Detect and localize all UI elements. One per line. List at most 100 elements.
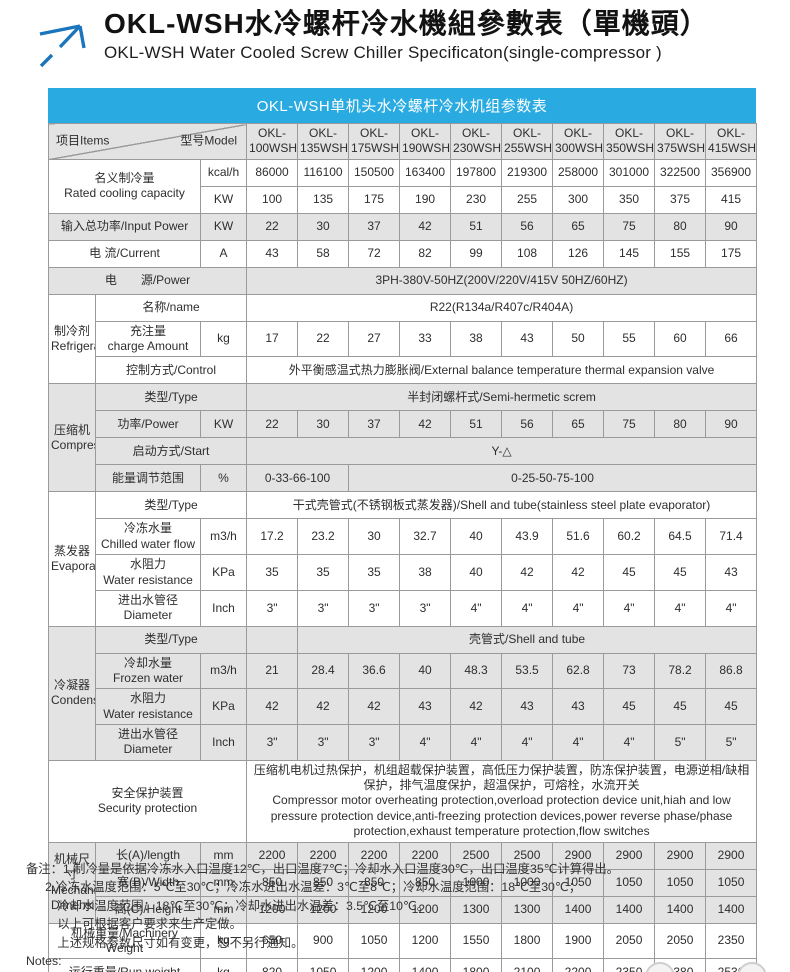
value-cell: 半封闭螺杆式/Semi-hermetic screm [246, 383, 758, 412]
value-cell: 2350 [705, 922, 758, 960]
value-cell: 4" [705, 589, 758, 627]
row-label: 机械重量/Machinery Weight [48, 922, 201, 960]
model-column-header: OKL- 135WSH [297, 123, 350, 160]
unit-label: m3/h [199, 652, 248, 690]
value-cell: 58 [297, 239, 350, 268]
row-label: 高(C)/Height [95, 895, 201, 924]
value-cell: 301000 [603, 158, 656, 187]
value-cell: 50 [552, 320, 605, 358]
value-cell: 850 [246, 868, 299, 897]
value-cell: 45 [603, 554, 656, 591]
corner-header-cell: 项目Items 型号Model [47, 123, 248, 160]
value-cell: R22(R134a/R407c/R404A) [246, 293, 758, 322]
model-column-header: OKL- 255WSH [501, 123, 554, 160]
value-cell: 219300 [501, 158, 554, 187]
unit-label: kg [199, 320, 248, 358]
title-block: OKL-WSH水冷螺杆冷水機組參數表（單機頭） OKL-WSH Water Co… [104, 8, 709, 63]
table-row: 机械重量/Machinery Weight kg 650 900 1050 1200 155… [48, 922, 758, 960]
note-line: 以上可根据客户要求来生产定做。 [26, 917, 242, 932]
row-label: 启动方式/Start [94, 437, 248, 466]
model-column-header: OKL- 415WSH [705, 123, 758, 160]
value-cell: 32.7 [399, 518, 452, 556]
value-cell: 30 [297, 212, 350, 241]
model-column-header: OKL- 175WSH [348, 123, 401, 160]
unit-label: KPa [199, 554, 248, 591]
value-cell: 175 [705, 239, 758, 268]
row-label: 输入总功率/Input Power [48, 212, 201, 241]
value-cell: 42 [552, 554, 605, 591]
value-cell: 86.8 [705, 652, 758, 690]
value-cell: 33 [399, 320, 452, 358]
value-cell: 1050 [348, 922, 401, 960]
value-cell: 23.2 [297, 518, 350, 556]
value-cell: 51 [450, 212, 503, 241]
value-cell: 55 [603, 320, 656, 358]
value-cell: 1400 [399, 958, 452, 972]
value-cell: 3" [246, 589, 299, 627]
value-cell: 4" [603, 724, 656, 761]
spec-table: 项目Items 型号Model OKL- 100WSH OKL- 135WSH OKL-… [47, 123, 758, 972]
model-column-header: OKL- 230WSH [450, 123, 503, 160]
value-cell: 850 [297, 868, 350, 897]
value-cell: 5" [654, 724, 707, 761]
value-cell: 99 [450, 239, 503, 268]
page-header: OKL-WSH水冷螺杆冷水機組參數表（單機頭） OKL-WSH Water Co… [34, 8, 709, 68]
value-cell: 42 [348, 688, 401, 726]
value-cell: 3" [348, 724, 401, 761]
value-cell: 60.2 [603, 518, 656, 556]
value-cell: 30 [297, 410, 350, 439]
table-row: 冷冻水量 Chilled water flow m3/h 17.2 23.2 30 32.… [49, 518, 758, 556]
value-cell: 350 [603, 185, 656, 214]
section-label: 冷凝器 Condenser [48, 625, 96, 761]
value-cell: 压缩机电机过热保护，机组超载保护装置，高低压力保护装置，防冻保护装置，电源逆相/… [246, 759, 758, 843]
value-cell: 1200 [348, 895, 401, 924]
model-column-header: OKL- 190WSH [399, 123, 452, 160]
value-cell: 72 [348, 239, 401, 268]
value-cell: 5" [705, 724, 758, 761]
value-cell: 1200 [246, 895, 299, 924]
note-line: 2.冷冻水温度范围：5℃至30℃；冷冻水进出水温差：3℃至8℃；冷却水温度范围：… [26, 880, 582, 895]
value-cell: 45 [654, 688, 707, 726]
table-row: 进出水管径 Diameter Inch 3" 3" 3" 3" 4" 4" 4" 4" 4" 4" [49, 589, 758, 627]
value-cell: 108 [501, 239, 554, 268]
value-cell: 27 [348, 320, 401, 358]
section-label: 制冷剂 Refrigerant [48, 293, 96, 385]
value-cell: 415 [705, 185, 758, 214]
value-cell: 38 [450, 320, 503, 358]
unit-label: kg [199, 958, 248, 972]
value-cell: 2900 [705, 841, 758, 870]
value-cell: 1900 [552, 922, 605, 960]
value-cell: 外平衡感温式热力膨胀阀/External balance temperature… [246, 356, 758, 385]
value-cell: 155 [654, 239, 707, 268]
value-cell: 60 [654, 320, 707, 358]
value-cell: 2900 [552, 841, 605, 870]
value-cell: 40 [450, 518, 503, 556]
value-cell: 17.2 [246, 518, 299, 556]
table-row: 功率/Power KW 22 30 37 42 51 56 65 75 80 90 [49, 410, 758, 439]
unit-label: KW [199, 410, 248, 439]
value-cell: 4" [399, 724, 452, 761]
value-cell: 4" [654, 589, 707, 627]
value-cell: 43 [246, 239, 299, 268]
unit-label: mm [199, 868, 248, 897]
unit-label: KW [199, 212, 248, 241]
value-cell: 1050 [654, 868, 707, 897]
value-cell: 1300 [501, 895, 554, 924]
value-cell: 4" [450, 589, 503, 627]
value-cell: 190 [399, 185, 452, 214]
value-cell: 4" [450, 724, 503, 761]
table-row: 启动方式/Start Y-△ [49, 437, 758, 466]
table-row: 冷却水量 Frozen water m3/h 21 28.4 36.6 40 48.3 53.… [49, 652, 758, 690]
row-label: 安全保护装置 Security protection [47, 759, 248, 843]
table-row: 项目Items 型号Model OKL- 100WSH OKL- 135WSH OKL-… [47, 123, 758, 160]
value-cell: 53.5 [501, 652, 554, 690]
value-cell: 3" [348, 589, 401, 627]
value-cell: 4" [501, 589, 554, 627]
section-label: 机械尺寸 Mechanical Dimensions [48, 841, 96, 924]
row-label: 功率/Power [95, 410, 201, 439]
table-row: 电 流/Current A 43 58 72 82 99 108 126 145 155 175 [48, 239, 758, 268]
value-cell: 65 [552, 212, 605, 241]
value-cell: 42 [246, 688, 299, 726]
value-cell: 35 [297, 554, 350, 591]
